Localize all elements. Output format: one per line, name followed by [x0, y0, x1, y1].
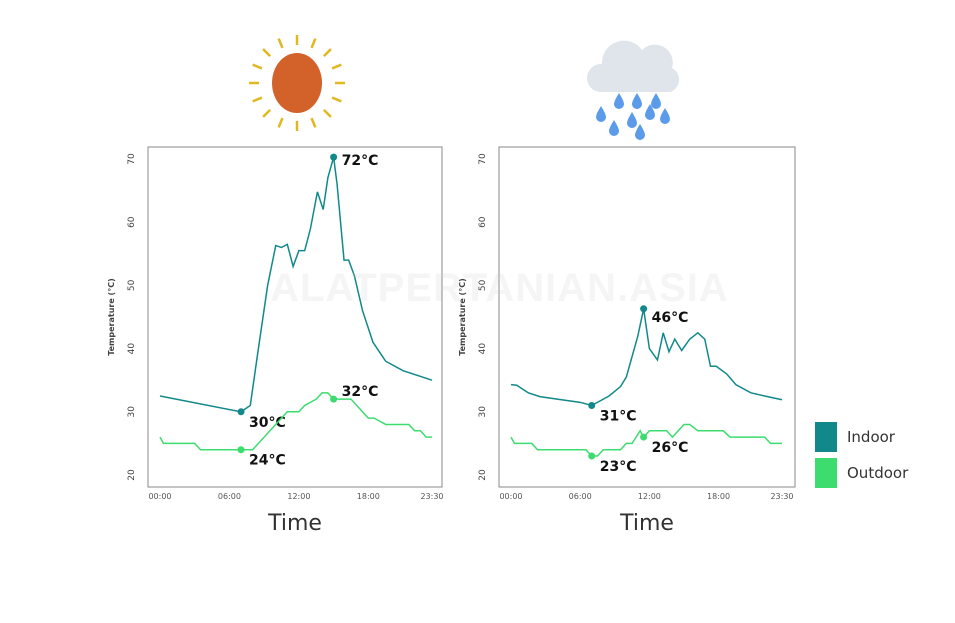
- raindrop: [596, 106, 606, 122]
- chart-panel-2: 20 30 40 50 60 70 Temperature (°C) 00:00 06:00 12…: [458, 146, 796, 536]
- sun-ray: [277, 117, 284, 128]
- watermark: ALATPERTANIAN.ASIA: [270, 266, 729, 310]
- data-point-outdoor: [330, 395, 338, 403]
- legend-swatch-outdoor: [815, 458, 837, 488]
- sun-ray: [331, 96, 342, 103]
- x-tick-label: 00:00: [148, 492, 171, 501]
- data-label: 31°C: [600, 408, 637, 424]
- y-tick-label: 40: [127, 343, 137, 355]
- x-tick-label: 06:00: [218, 492, 241, 501]
- y-tick-label: 70: [478, 153, 488, 165]
- legend-swatch-indoor: [815, 422, 837, 452]
- y-tick-label: 60: [478, 216, 488, 228]
- x-tick-label: 12:00: [287, 492, 310, 501]
- y-tick-label: 50: [127, 279, 137, 291]
- sun-disc: [272, 53, 322, 113]
- plot-frame: [147, 146, 443, 488]
- raindrop: [645, 104, 655, 120]
- data-label: 26°C: [652, 440, 689, 456]
- series-line-indoor: [510, 308, 783, 407]
- data-point-indoor: [237, 408, 245, 416]
- sun-ray: [252, 96, 263, 103]
- sun-ray: [322, 48, 332, 58]
- y-tick-label: 60: [127, 216, 137, 228]
- data-label: 30°C: [249, 415, 286, 431]
- data-point-indoor: [640, 305, 648, 313]
- raindrop: [609, 120, 619, 136]
- y-tick-label: 20: [127, 469, 137, 481]
- series-line-indoor: [159, 156, 433, 413]
- data-label: 46°C: [652, 310, 689, 326]
- x-tick-label: 23:30: [420, 492, 443, 501]
- rain-cloud-icon: [586, 40, 680, 140]
- raindrop: [635, 124, 645, 140]
- sun-ray: [322, 108, 332, 118]
- y-tick-label: 40: [478, 343, 488, 355]
- y-tick-label: 30: [478, 406, 488, 418]
- y-axis-label: Temperature (°C): [458, 278, 467, 356]
- data-point-outdoor: [237, 446, 245, 454]
- raindrop: [614, 93, 624, 109]
- sun-ray: [310, 117, 317, 128]
- raindrop: [651, 93, 661, 109]
- series-line-outdoor: [159, 392, 432, 451]
- x-tick-label: 18:00: [357, 492, 380, 501]
- sun-ray: [310, 38, 317, 49]
- y-tick-label: 70: [127, 153, 137, 165]
- cloud-shape: [586, 40, 680, 92]
- data-label: 24°C: [249, 453, 286, 469]
- data-label: 72°C: [342, 153, 379, 169]
- raindrop: [632, 93, 642, 109]
- sun-ray: [262, 48, 272, 58]
- sun-ray: [331, 63, 342, 70]
- series-line-outdoor: [510, 423, 782, 457]
- legend-item-outdoor: Outdoor: [815, 458, 908, 488]
- y-tick-label: 20: [478, 469, 488, 481]
- x-tick-label: 06:00: [569, 492, 592, 501]
- x-tick-label: 23:30: [770, 492, 793, 501]
- data-point-indoor: [330, 153, 338, 161]
- legend-item-indoor: Indoor: [815, 422, 895, 452]
- y-tick-label: 30: [127, 406, 137, 418]
- plot-frame: [498, 146, 796, 488]
- raindrop: [627, 112, 637, 128]
- sun-icon: [249, 35, 345, 131]
- legend-label: Outdoor: [847, 464, 909, 482]
- data-label: 32°C: [342, 384, 379, 400]
- sun-ray: [277, 38, 284, 49]
- data-point-outdoor: [588, 452, 596, 460]
- x-axis-label: Time: [619, 511, 674, 536]
- chart-panel-1: 20 30 40 50 60 70 Temperature (°C) 00:00 06:00 12…: [107, 146, 444, 536]
- y-axis-label: Temperature (°C): [107, 278, 116, 356]
- data-label: 23°C: [600, 459, 637, 475]
- legend-label: Indoor: [847, 428, 895, 446]
- x-tick-label: 18:00: [707, 492, 730, 501]
- x-tick-label: 12:00: [638, 492, 661, 501]
- raindrop: [660, 108, 670, 124]
- x-axis-label: Time: [267, 511, 322, 536]
- sun-ray: [252, 63, 263, 70]
- sun-ray: [262, 108, 272, 118]
- y-tick-label: 50: [478, 279, 488, 291]
- data-point-outdoor: [640, 433, 648, 441]
- data-point-indoor: [588, 401, 596, 409]
- x-tick-label: 00:00: [499, 492, 522, 501]
